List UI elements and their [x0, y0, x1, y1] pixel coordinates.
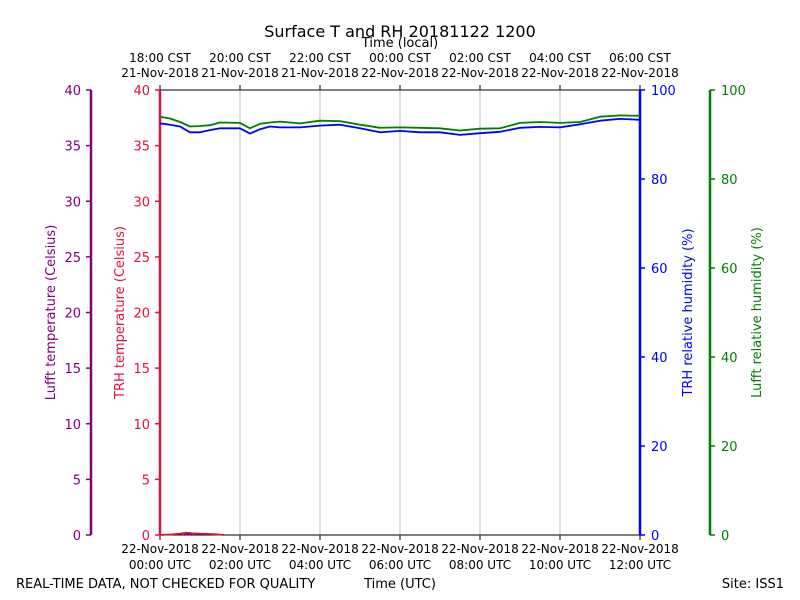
series-line-trh-relative-humidity [159, 118, 641, 136]
lufft-rh-axis-tick-label: 80 [721, 173, 738, 188]
x-tick-label-date: 22-Nov-2018 [121, 542, 199, 556]
trh-temp-axis-title: TRH temperature (Celsius) [113, 226, 128, 400]
x-tick-label-local-time: 04:00 CST [529, 51, 591, 65]
footer-quality-note: REAL-TIME DATA, NOT CHECKED FOR QUALITY [16, 577, 315, 592]
lufft-temp-axis-tick-label: 15 [64, 362, 81, 377]
x-tick-label-date: 22-Nov-2018 [521, 542, 599, 556]
trh-temp-axis-tick-label: 30 [133, 195, 150, 210]
lufft-rh-axis-tick-label: 20 [721, 440, 738, 455]
plot-layer: 22-Nov-2018 00:00 UTC 22-Nov-2018 02:00 UTC… [44, 51, 765, 572]
x-tick-label-date: 22-Nov-2018 [601, 542, 679, 556]
lufft-temp-axis-tick-label: 5 [73, 473, 81, 488]
chart-title: Surface T and RH 20181122 1200 [264, 22, 536, 41]
x-tick-label-local-date: 21-Nov-2018 [201, 66, 279, 80]
x-tick-label-local-date: 22-Nov-2018 [521, 66, 599, 80]
x-tick-label-utc: 08:00 UTC [449, 558, 511, 572]
trh-temp-axis-tick-label: 15 [133, 362, 150, 377]
x-tick-label-utc: 12:00 UTC [609, 558, 671, 572]
trh-temp-axis-tick-label: 35 [133, 140, 150, 155]
x-tick-label-date: 22-Nov-2018 [281, 542, 359, 556]
x-tick-label-local-date: 22-Nov-2018 [601, 66, 679, 80]
lufft-temp-axis-title: Lufft temperature (Celsius) [44, 225, 59, 401]
trh-rh-axis-tick-label: 20 [651, 440, 668, 455]
x-tick-label-date: 22-Nov-2018 [441, 542, 519, 556]
x-tick-label-local-time: 02:00 CST [449, 51, 511, 65]
lufft-temp-axis-tick-label: 25 [64, 251, 81, 266]
trh-temp-axis-tick-label: 0 [142, 529, 150, 544]
trh-rh-axis-title: TRH relative humidity (%) [681, 228, 696, 397]
x-tick-label-local-time: 22:00 CST [289, 51, 351, 65]
x-tick-label-local-time: 20:00 CST [209, 51, 271, 65]
x-tick-label-local-time: 18:00 CST [129, 51, 191, 65]
series-line-lufft-temperature [183, 533, 193, 536]
trh-temp-axis-tick-label: 5 [142, 473, 150, 488]
lufft-temp-axis-tick-label: 0 [73, 529, 81, 544]
trh-rh-axis-tick-label: 60 [651, 262, 668, 277]
x-tick-label-utc: 06:00 UTC [369, 558, 431, 572]
bottom-axis-label: Time (UTC) [363, 577, 436, 592]
trh-rh-axis-tick-label: 100 [651, 84, 676, 99]
x-tick-label-local-time: 06:00 CST [609, 51, 671, 65]
lufft-rh-axis-tick-label: 60 [721, 262, 738, 277]
x-tick-label-local-date: 21-Nov-2018 [121, 66, 199, 80]
x-tick-label-utc: 04:00 UTC [289, 558, 351, 572]
trh-rh-axis-tick-label: 80 [651, 173, 668, 188]
x-tick-label-local-date: 22-Nov-2018 [441, 66, 519, 80]
lufft-temp-axis-tick-label: 20 [64, 307, 81, 322]
footer-site: Site: ISS1 [722, 577, 784, 592]
lufft-rh-axis-tick-label: 0 [721, 529, 729, 544]
x-tick-label-local-date: 22-Nov-2018 [361, 66, 439, 80]
lufft-rh-axis-tick-label: 40 [721, 351, 738, 366]
x-tick-label-date: 22-Nov-2018 [201, 542, 279, 556]
lufft-rh-axis-tick-label: 100 [721, 84, 746, 99]
top-axis-label: Time (local) [361, 36, 438, 51]
x-tick-label-local-time: 00:00 CST [369, 51, 431, 65]
lufft-temp-axis-tick-label: 10 [64, 418, 81, 433]
x-tick-label-utc: 02:00 UTC [209, 558, 271, 572]
trh-temp-axis-tick-label: 20 [133, 307, 150, 322]
x-tick-label-local-date: 21-Nov-2018 [281, 66, 359, 80]
series-line-trh-temperature [159, 531, 225, 536]
lufft-temp-axis-tick-label: 40 [64, 84, 81, 99]
trh-temp-axis-tick-label: 10 [133, 418, 150, 433]
x-tick-label-date: 22-Nov-2018 [361, 542, 439, 556]
lufft-rh-axis-title: Lufft relative humidity (%) [750, 227, 765, 398]
lufft-temp-axis-tick-label: 35 [64, 140, 81, 155]
x-tick-label-utc: 00:00 UTC [129, 558, 191, 572]
x-tick-label-utc: 10:00 UTC [529, 558, 591, 572]
series-line-lufft-relative-humidity [159, 114, 641, 132]
trh-rh-axis-tick-label: 0 [651, 529, 659, 544]
trh-rh-axis-tick-label: 40 [651, 351, 668, 366]
trh-temp-axis-tick-label: 40 [133, 84, 150, 99]
lufft-temp-axis-tick-label: 30 [64, 195, 81, 210]
trh-temp-axis-tick-label: 25 [133, 251, 150, 266]
